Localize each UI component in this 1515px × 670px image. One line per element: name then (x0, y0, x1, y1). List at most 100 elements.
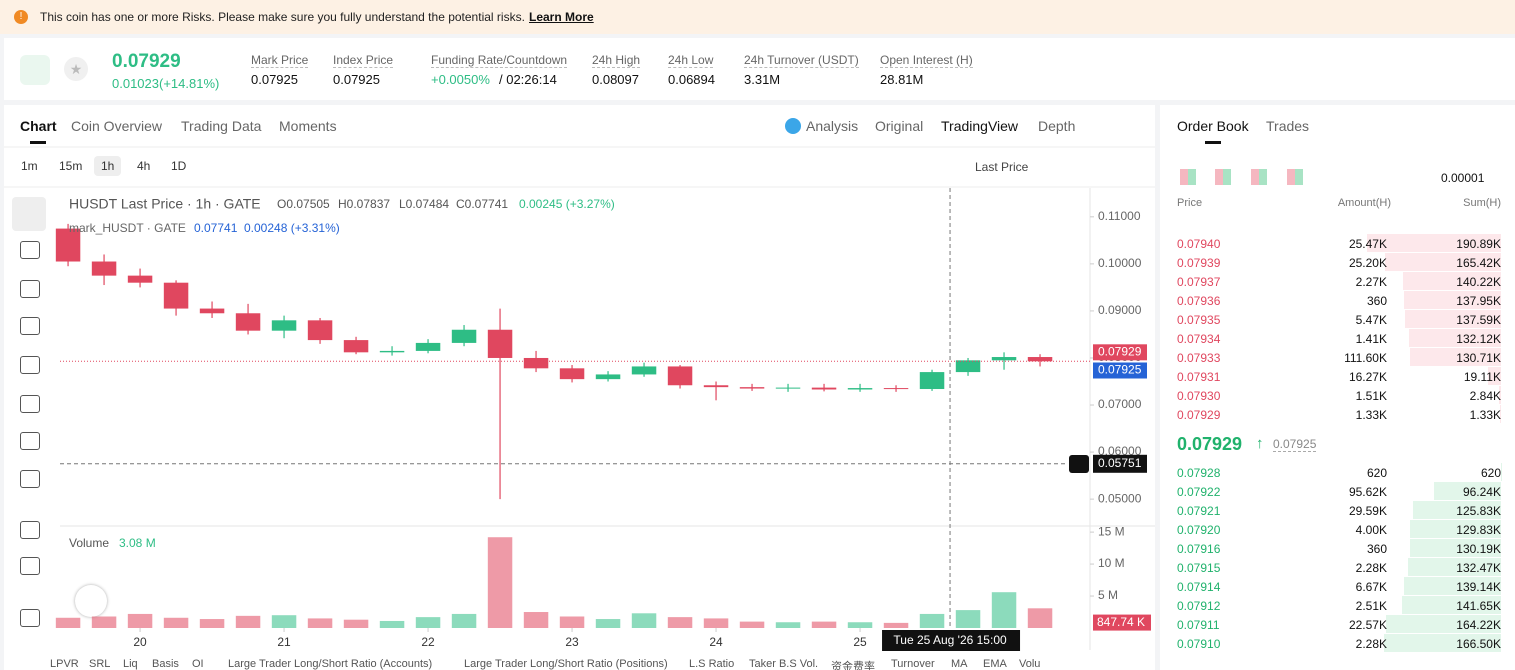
ob-sum: 164.22K (1456, 618, 1501, 632)
tool-icon[interactable] (20, 432, 40, 450)
chart-tab[interactable]: Coin Overview (71, 118, 163, 134)
chart-tab[interactable]: Moments (279, 118, 337, 134)
ob-price[interactable]: 0.07911 (1177, 618, 1220, 632)
view-option[interactable]: TradingView (941, 118, 1019, 134)
interval-button[interactable]: 4h (137, 159, 151, 173)
x-tick-label: 21 (277, 635, 291, 649)
tool-icon[interactable] (20, 470, 40, 488)
indicator-tab[interactable]: Volu (1019, 658, 1041, 670)
depth-bar (1499, 386, 1501, 404)
indicator-tab[interactable]: Liq (123, 658, 138, 670)
ob-price[interactable]: 0.07915 (1177, 561, 1221, 575)
crosshair-tool[interactable] (12, 197, 46, 231)
ob-price[interactable]: 0.07935 (1177, 313, 1221, 327)
volume-bar (487, 537, 513, 628)
ob-price[interactable]: 0.07922 (1177, 485, 1221, 499)
tool-icon[interactable] (20, 317, 40, 335)
tool-icon[interactable] (20, 557, 40, 575)
ob-amount: 111.60K (1344, 351, 1387, 365)
view-option[interactable]: Original (875, 118, 924, 134)
ob-tab[interactable]: Trades (1266, 118, 1310, 134)
layout-icon[interactable] (1180, 169, 1196, 185)
add-order-button[interactable] (1069, 455, 1089, 473)
indicator-tab[interactable]: Turnover (891, 658, 935, 670)
interval-button[interactable]: 15m (59, 159, 83, 173)
ob-price[interactable]: 0.07914 (1177, 580, 1221, 594)
layout-icon[interactable] (1251, 169, 1267, 185)
banner-link[interactable]: Learn More (529, 10, 594, 24)
ob-sum: 139.14K (1456, 580, 1501, 594)
chart-tab[interactable]: Chart (20, 118, 57, 134)
ob-price[interactable]: 0.07931 (1177, 370, 1221, 384)
ob-price[interactable]: 0.07929 (1177, 408, 1221, 422)
candle-body (739, 387, 765, 389)
ob-amount: 2.51K (1355, 599, 1387, 613)
price-source[interactable]: Last Price (975, 160, 1029, 174)
chart-tab[interactable]: Trading Data (181, 118, 262, 134)
layout-icon[interactable] (1287, 169, 1303, 185)
indicator-tab[interactable]: Large Trader Long/Short Ratio (Positions… (464, 658, 668, 670)
ob-price[interactable]: 0.07937 (1177, 275, 1221, 289)
indicator-tab[interactable]: EMA (983, 658, 1007, 670)
indicator-tab[interactable]: MA (951, 658, 968, 670)
tool-icon[interactable] (20, 280, 40, 298)
interval-button[interactable]: 1D (171, 159, 187, 173)
ob-price[interactable]: 0.07921 (1177, 504, 1221, 518)
candle-body (343, 340, 369, 353)
volume-bar (847, 622, 873, 628)
indicator-tab[interactable]: L.S Ratio (689, 658, 735, 670)
price-tag (1093, 344, 1147, 361)
ob-price[interactable]: 0.07934 (1177, 332, 1221, 346)
ob-amount: 620 (1366, 466, 1387, 480)
candle-body (955, 360, 981, 373)
tool-icon[interactable] (20, 395, 40, 413)
ob-tab[interactable]: Order Book (1177, 118, 1249, 134)
candle-body (127, 275, 153, 283)
ob-price[interactable]: 0.07939 (1177, 256, 1221, 270)
ob-sum: 125.83K (1456, 504, 1501, 518)
stat-label: 24h Turnover (USDT) (744, 53, 859, 68)
volume-bar (631, 613, 657, 628)
tradingview-logo (75, 585, 107, 617)
ob-price[interactable]: 0.07930 (1177, 389, 1221, 403)
tool-icon[interactable] (20, 241, 40, 259)
ob-price[interactable]: 0.07936 (1177, 294, 1221, 308)
ob-tab-underline (1205, 141, 1221, 144)
favorite-button[interactable]: ★ (64, 57, 88, 81)
ob-column-header: Price (1177, 197, 1203, 209)
tool-icon[interactable] (20, 609, 40, 627)
price-change: 0.01023(+14.81%) (112, 76, 220, 91)
candle-body (847, 388, 873, 390)
x-tick-label: 22 (421, 635, 435, 649)
indicator-tab[interactable]: Taker B.S Vol. (749, 658, 819, 670)
chart-panel (4, 105, 1155, 670)
view-option[interactable]: Analysis (806, 118, 859, 134)
ob-sum: 132.47K (1456, 561, 1501, 575)
interval-button[interactable]: 1m (21, 159, 38, 173)
indicator-tab[interactable]: OI (192, 658, 204, 670)
depth-bar (1384, 634, 1501, 652)
ohlc-value: O0.07505 (277, 197, 330, 211)
ob-price[interactable]: 0.07912 (1177, 599, 1221, 613)
ob-price[interactable]: 0.07940 (1177, 237, 1221, 251)
ob-price[interactable]: 0.07928 (1177, 466, 1221, 480)
stat-label: Funding Rate/Countdown (431, 53, 568, 68)
indicator-tab[interactable]: Basis (152, 658, 179, 670)
indicator-tab[interactable]: Large Trader Long/Short Ratio (Accounts) (228, 658, 433, 670)
indicator-tab[interactable]: LPVR (50, 658, 79, 670)
layout-icon[interactable] (1215, 169, 1231, 185)
ob-price[interactable]: 0.07920 (1177, 523, 1221, 537)
interval-button[interactable]: 1h (94, 156, 122, 176)
tool-icon[interactable] (20, 521, 40, 539)
stat-value: 0.08097 (592, 72, 639, 87)
precision[interactable]: 0.00001 (1441, 171, 1485, 185)
ob-sum: 132.12K (1456, 332, 1501, 346)
volume-tag (1093, 614, 1151, 631)
indicator-tab[interactable]: 资金费率 (831, 661, 875, 670)
ob-price[interactable]: 0.07916 (1177, 542, 1221, 556)
view-option[interactable]: Depth (1038, 118, 1076, 134)
ob-price[interactable]: 0.07910 (1177, 637, 1221, 651)
indicator-tab[interactable]: SRL (89, 658, 111, 670)
ob-price[interactable]: 0.07933 (1177, 351, 1221, 365)
tool-icon[interactable] (20, 356, 40, 374)
